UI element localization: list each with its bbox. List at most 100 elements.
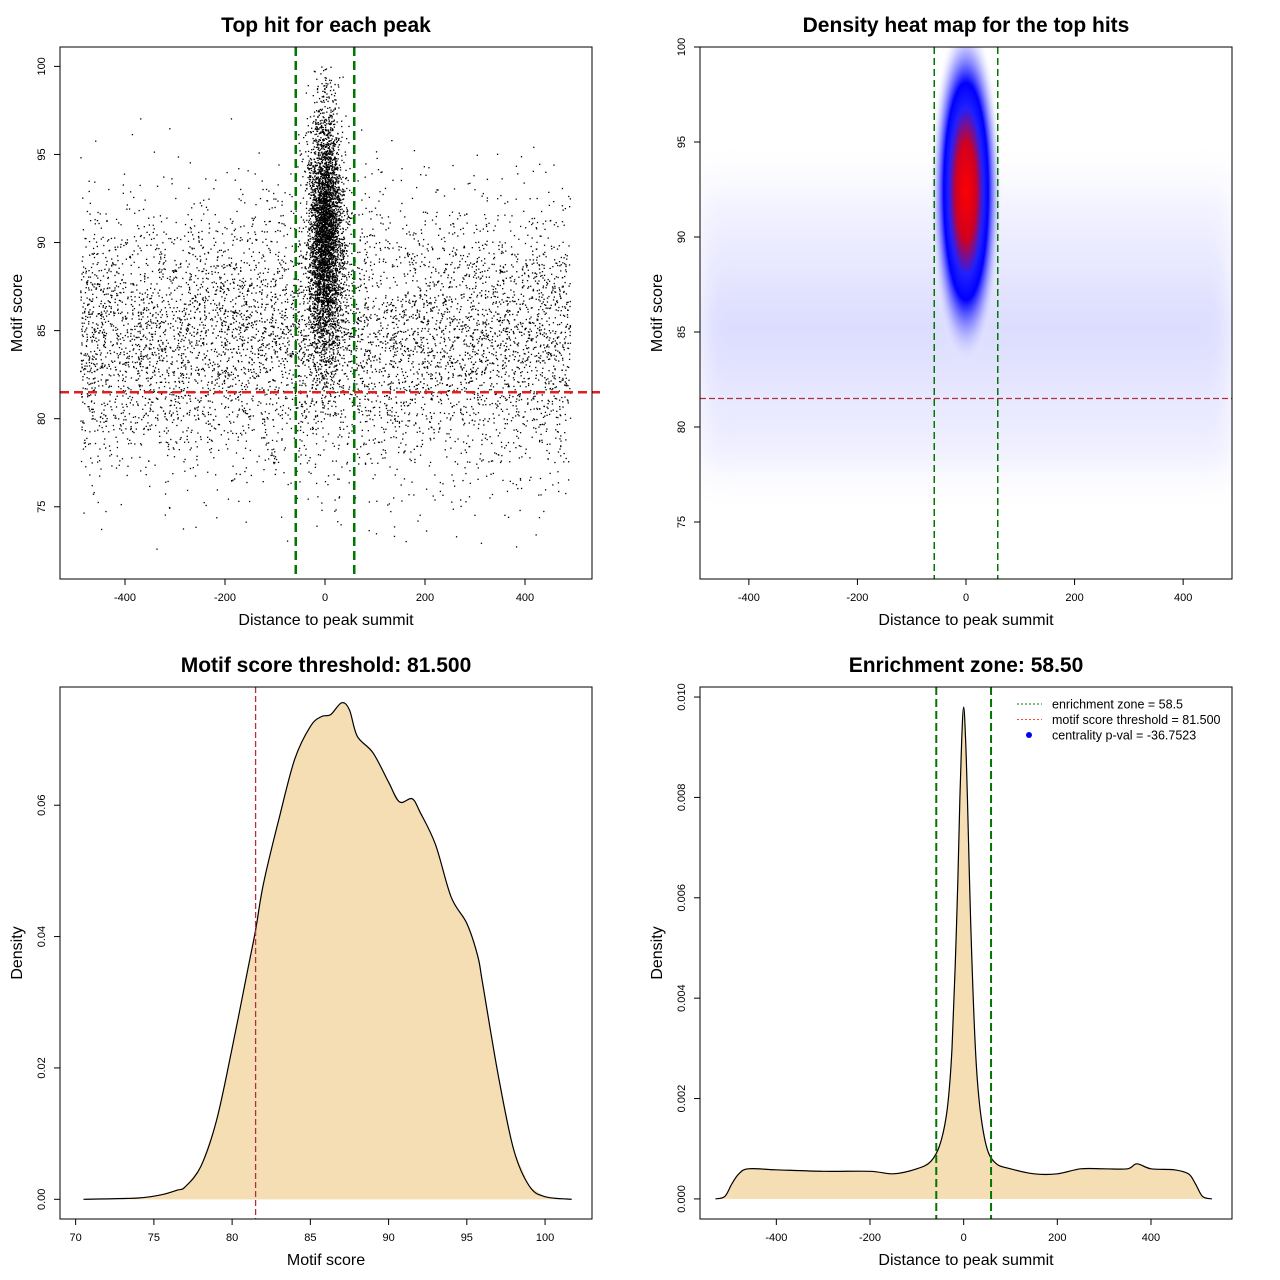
data-point xyxy=(221,344,223,347)
data-point xyxy=(81,328,83,330)
data-point xyxy=(556,343,558,346)
data-point xyxy=(310,402,312,404)
data-point xyxy=(143,355,145,358)
data-point xyxy=(126,208,128,210)
data-point xyxy=(150,283,152,285)
data-point xyxy=(242,323,245,325)
data-point xyxy=(259,388,261,391)
data-point xyxy=(85,246,87,248)
data-point xyxy=(508,331,511,334)
data-point xyxy=(205,277,208,279)
data-point xyxy=(108,188,110,191)
data-point xyxy=(552,409,554,411)
data-point xyxy=(365,270,368,272)
data-point xyxy=(156,397,158,400)
data-point xyxy=(501,446,503,448)
data-point xyxy=(248,500,251,503)
data-point xyxy=(184,364,186,366)
data-point xyxy=(101,412,103,414)
data-point xyxy=(139,362,141,364)
data-point xyxy=(303,355,305,358)
data-point xyxy=(234,312,236,314)
data-point xyxy=(203,199,205,201)
data-point xyxy=(248,361,250,363)
data-point xyxy=(376,500,378,502)
data-point xyxy=(479,453,482,455)
data-point xyxy=(496,153,499,155)
data-point xyxy=(458,328,461,331)
data-point xyxy=(558,399,561,401)
data-point xyxy=(92,298,94,300)
data-point xyxy=(179,318,181,320)
data-point xyxy=(248,362,250,364)
data-point xyxy=(403,322,406,324)
data-point xyxy=(375,345,378,347)
data-point xyxy=(278,251,280,254)
data-point xyxy=(223,313,225,315)
data-point xyxy=(258,339,261,341)
data-point xyxy=(551,291,553,293)
data-point xyxy=(295,394,297,397)
data-point xyxy=(379,279,382,282)
data-point xyxy=(367,297,370,299)
data-point xyxy=(366,372,368,374)
data-point xyxy=(523,272,526,274)
data-point xyxy=(229,265,232,267)
data-point xyxy=(473,305,475,307)
data-point xyxy=(282,404,284,407)
data-point xyxy=(439,411,442,414)
data-point xyxy=(144,276,146,278)
data-point xyxy=(291,261,293,263)
data-point xyxy=(186,438,188,441)
data-point xyxy=(552,484,554,486)
data-point xyxy=(266,371,269,373)
data-point xyxy=(472,276,475,278)
data-point xyxy=(416,414,418,417)
data-point xyxy=(225,443,227,446)
data-point xyxy=(160,256,162,258)
data-point xyxy=(420,407,423,409)
data-point xyxy=(438,326,440,328)
data-point xyxy=(491,442,493,445)
data-point xyxy=(224,331,226,333)
data-point xyxy=(221,383,224,385)
data-point xyxy=(526,357,529,359)
data-point xyxy=(210,439,213,441)
data-point xyxy=(440,320,442,322)
data-point xyxy=(485,475,488,477)
data-point xyxy=(341,466,343,468)
data-point xyxy=(555,262,557,264)
data-point xyxy=(460,365,462,367)
data-point xyxy=(222,320,225,322)
data-point xyxy=(138,304,141,306)
data-point xyxy=(136,379,138,381)
data-point xyxy=(251,345,253,347)
data-point xyxy=(108,270,110,272)
data-point xyxy=(485,324,488,326)
data-point xyxy=(370,360,372,362)
data-point xyxy=(251,358,253,360)
data-point xyxy=(356,405,359,407)
data-point xyxy=(250,278,252,280)
data-point xyxy=(499,270,502,272)
data-point xyxy=(117,286,120,288)
data-point xyxy=(83,312,86,314)
data-point xyxy=(361,213,364,215)
data-point xyxy=(453,226,455,228)
data-point xyxy=(368,276,371,278)
data-point xyxy=(512,354,514,356)
data-point xyxy=(524,360,526,362)
data-point xyxy=(498,375,500,378)
data-point xyxy=(256,384,258,386)
data-point xyxy=(458,336,460,339)
data-point xyxy=(97,429,99,431)
data-point xyxy=(449,281,452,283)
data-point xyxy=(569,300,571,303)
data-point xyxy=(299,349,301,352)
data-point xyxy=(171,183,173,185)
data-point xyxy=(317,427,319,430)
data-point xyxy=(281,222,283,225)
data-point xyxy=(568,264,571,266)
data-point xyxy=(274,341,276,343)
data-point xyxy=(115,436,117,438)
